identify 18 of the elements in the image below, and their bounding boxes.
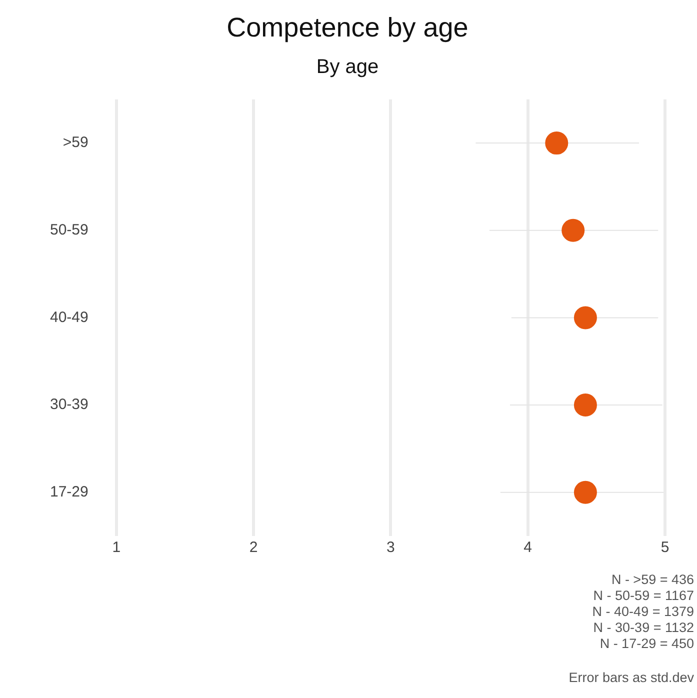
x-tick-label: 2 bbox=[249, 539, 258, 556]
y-tick-label: 17-29 bbox=[50, 483, 88, 500]
chart-subtitle: By age bbox=[316, 56, 379, 78]
y-tick-label: >59 bbox=[62, 134, 88, 152]
x-tick-label: 4 bbox=[524, 539, 532, 556]
x-tick-label: 1 bbox=[112, 539, 121, 556]
y-tick-label: 30-39 bbox=[50, 396, 88, 414]
text: N - 17-29 = 450 bbox=[598, 636, 694, 652]
x-tick-label: 3 bbox=[386, 539, 395, 556]
text: N - >59 = 436 bbox=[610, 572, 694, 588]
chart-title: Competence by age bbox=[226, 12, 468, 43]
text: N - 50-59 = 1167 bbox=[592, 588, 694, 604]
text: N - 30-39 = 1132 bbox=[592, 620, 694, 636]
x-tick-label: 5 bbox=[660, 539, 670, 556]
y-tick-label: 50-59 bbox=[50, 222, 88, 239]
y-tick-label: 40-49 bbox=[50, 308, 88, 326]
text: Error bars as std.dev bbox=[568, 670, 694, 686]
text: N - 40-49 = 1379 bbox=[591, 604, 694, 620]
